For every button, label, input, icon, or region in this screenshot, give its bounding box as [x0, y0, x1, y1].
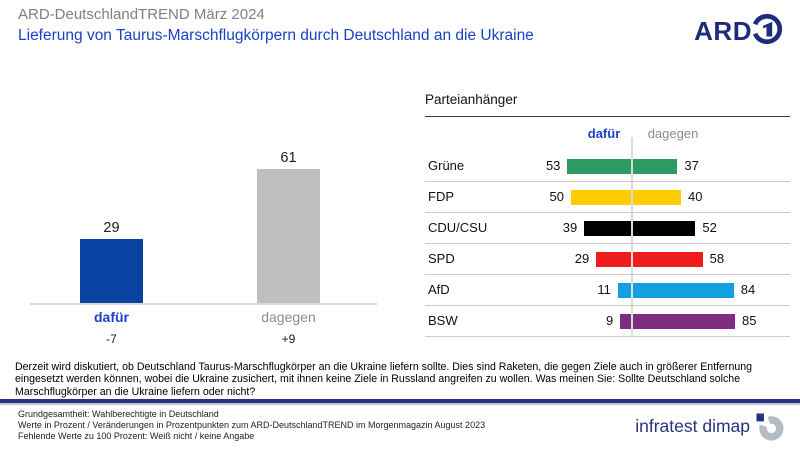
party-row-fdp: FDP 50 40 — [425, 182, 790, 213]
infratest-dimap-logo-icon — [756, 413, 784, 446]
value-dafuer: 11 — [597, 282, 611, 297]
bar-dafuer — [617, 283, 631, 298]
value-dafuer: 50 — [549, 189, 564, 204]
party-row-cducsu: CDU/CSU 39 52 — [425, 213, 790, 244]
value-dafuer: 9 — [605, 313, 614, 328]
footer-divider — [0, 399, 800, 405]
value-dafuer: 53 — [545, 158, 561, 173]
bar-dagegen — [633, 252, 703, 267]
party-label: BSW — [428, 313, 458, 328]
panel-title: Parteianhänger — [425, 92, 790, 117]
value-dagegen: 37 — [684, 158, 699, 173]
change-label-dafuer: -7 — [106, 332, 117, 346]
footnote-line: Fehlende Werte zu 100 Prozent: Weiß nich… — [18, 430, 255, 441]
bar-dagegen — [633, 159, 678, 174]
party-panel: Parteianhänger dafür dagegen Grüne 53 37… — [425, 92, 790, 337]
infratest-dimap-logo: infratest dimap — [635, 413, 784, 446]
party-row-gruene: Grüne 53 37 — [425, 151, 790, 182]
value-dagegen: 84 — [740, 282, 756, 297]
bar-dafuer — [596, 252, 631, 267]
bar-dafuer — [620, 314, 631, 329]
category-label-dafuer: dafür — [94, 309, 129, 325]
bar-dafuer — [567, 159, 631, 174]
party-label: CDU/CSU — [428, 220, 488, 235]
value-dagegen: 85 — [742, 313, 757, 328]
party-row-bsw: BSW 9 85 — [425, 306, 790, 337]
party-label: AfD — [428, 282, 450, 297]
ard-logo: ARD — [694, 10, 784, 51]
summary-bar-chart: 29 61 dafür dagegen -7 +9 — [30, 150, 377, 346]
survey-question-text: Derzeit wird diskutiert, ob Deutschland … — [15, 361, 753, 398]
center-axis-line — [631, 137, 633, 337]
party-label: Grüne — [428, 158, 465, 173]
party-rows: Grüne 53 37 FDP 50 40 CDU/CSU 39 52 — [425, 137, 790, 337]
value-dagegen: 52 — [702, 220, 717, 235]
column-header-dafuer: dafür — [587, 126, 621, 141]
value-dafuer: 29 — [574, 251, 590, 266]
bar-dafuer — [584, 221, 631, 236]
column-header-dagegen: dagegen — [647, 126, 699, 141]
bar-value-dafuer: 29 — [103, 220, 120, 237]
value-dafuer: 39 — [562, 220, 578, 235]
footnotes: Grundgesamtheit: Wahlberechtigte in Deut… — [18, 409, 485, 441]
change-label-dagegen: +9 — [281, 332, 296, 346]
footnote-line: Grundgesamtheit: Wahlberechtigte in Deut… — [18, 409, 219, 419]
page-title: Lieferung von Taurus-Marschflugkörpern d… — [18, 27, 534, 44]
category-label-dagegen: dagegen — [261, 309, 316, 325]
footnote-line: Werte in Prozent / Veränderungen in Proz… — [18, 419, 486, 430]
value-dagegen: 58 — [709, 251, 725, 266]
bar-dagegen — [633, 190, 681, 205]
bar-dagegen: 61 — [257, 150, 320, 303]
value-dagegen: 40 — [688, 189, 703, 204]
supertitle: ARD-DeutschlandTREND März 2024 — [18, 6, 265, 23]
party-label: SPD — [428, 251, 455, 266]
bar-value-dagegen: 61 — [280, 149, 297, 166]
bar-dafuer — [571, 190, 631, 205]
party-row-afd: AfD 11 84 — [425, 275, 790, 306]
panel-headers: dafür dagegen — [425, 117, 790, 151]
bar-dagegen — [633, 283, 734, 298]
ard-logo-text: ARD — [694, 15, 752, 46]
bar-dagegen — [633, 221, 696, 236]
bar-dagegen — [633, 314, 735, 329]
ard-one-icon — [750, 12, 784, 51]
bar-dafuer: 29 — [80, 220, 143, 303]
infratest-dimap-logo-text: infratest dimap — [635, 416, 750, 436]
party-label: FDP — [428, 189, 454, 204]
party-row-spd: SPD 29 58 — [425, 244, 790, 275]
